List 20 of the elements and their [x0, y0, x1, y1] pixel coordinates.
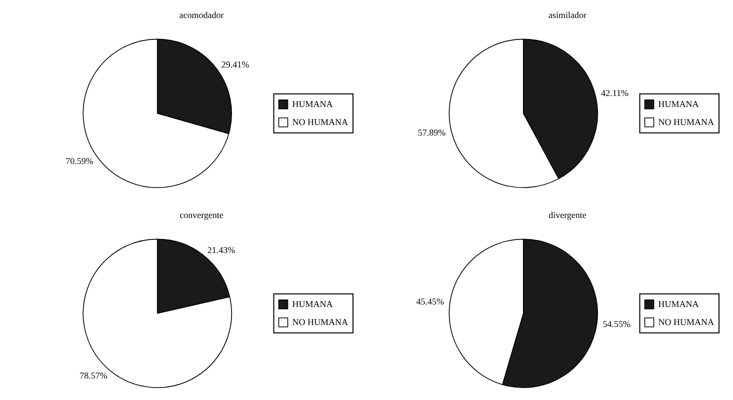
chart-title: convergente: [180, 210, 224, 220]
legend-label: HUMANA: [292, 98, 334, 109]
data-label: 78.57%: [80, 370, 108, 380]
data-label: 21.43%: [207, 245, 236, 256]
chart-title: divergente: [548, 210, 586, 220]
chart-title: acomodador: [179, 10, 224, 20]
legend-label: HUMANA: [658, 98, 700, 109]
data-label: 29.41%: [221, 59, 250, 70]
data-label: 45.45%: [416, 296, 444, 306]
legend-label: NO HUMANA: [658, 316, 714, 327]
legend-label: HUMANA: [292, 298, 334, 309]
data-label: 70.59%: [66, 156, 94, 166]
legend-label: HUMANA: [658, 298, 700, 309]
data-label: 42.11%: [601, 88, 630, 98]
data-label: 57.89%: [418, 127, 446, 138]
legend-label: NO HUMANA: [292, 116, 348, 127]
legend-label: NO HUMANA: [658, 116, 714, 127]
legend-label: NO HUMANA: [292, 316, 348, 327]
chart-title: asimilador: [548, 10, 586, 20]
data-label: 54.55%: [602, 319, 632, 330]
